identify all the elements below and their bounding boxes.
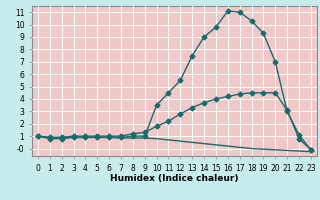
X-axis label: Humidex (Indice chaleur): Humidex (Indice chaleur) — [110, 174, 239, 183]
